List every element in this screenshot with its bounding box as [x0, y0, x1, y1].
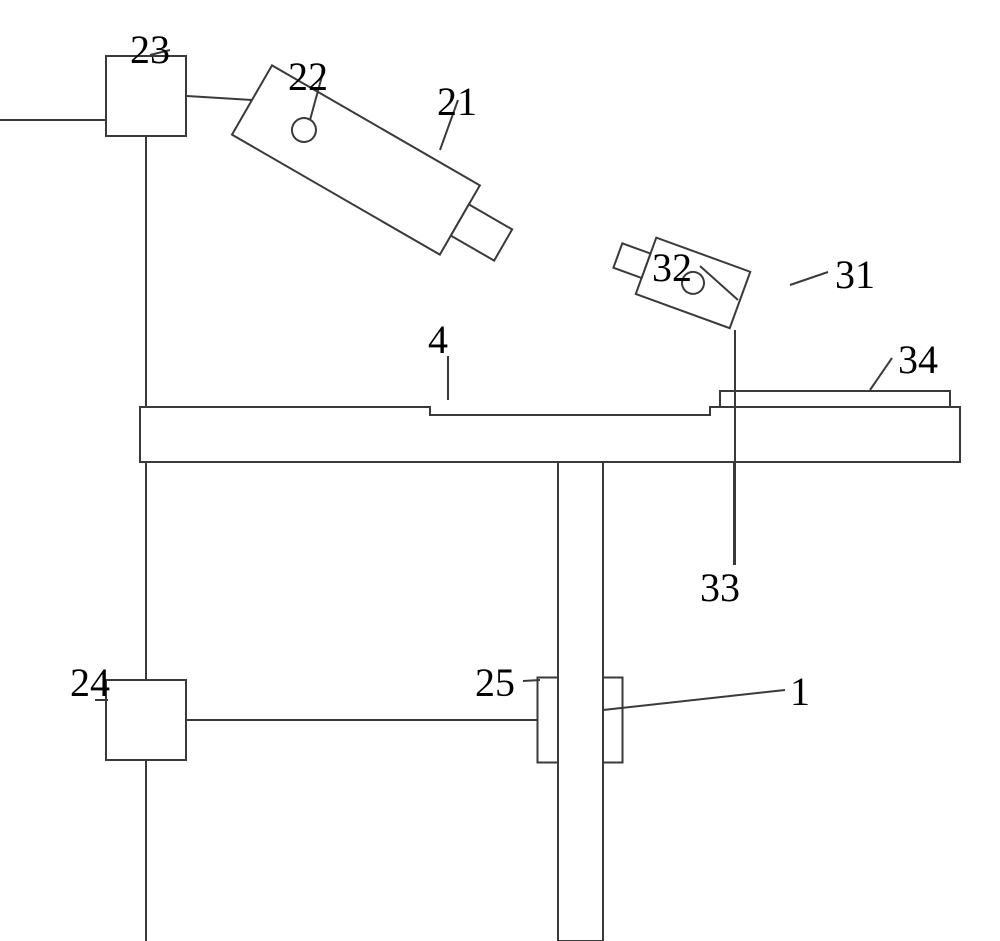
label-32: 32	[652, 248, 692, 288]
label-4: 4	[428, 320, 448, 360]
camera-21	[232, 65, 523, 279]
label-21: 21	[437, 82, 477, 122]
leader-25	[523, 680, 540, 681]
joint-block-24	[106, 680, 186, 760]
leader-31	[790, 272, 828, 285]
leader-1	[603, 690, 785, 710]
table-leg	[558, 462, 603, 941]
label-31: 31	[835, 255, 875, 295]
plate-34	[720, 391, 950, 407]
label-22: 22	[288, 57, 328, 97]
label-33: 33	[700, 568, 740, 608]
label-34: 34	[898, 340, 938, 380]
label-1: 1	[790, 672, 810, 712]
leader-34	[870, 358, 892, 390]
label-24: 24	[70, 663, 110, 703]
label-25: 25	[475, 663, 515, 703]
table-top	[140, 407, 960, 462]
label-23: 23	[130, 30, 170, 70]
